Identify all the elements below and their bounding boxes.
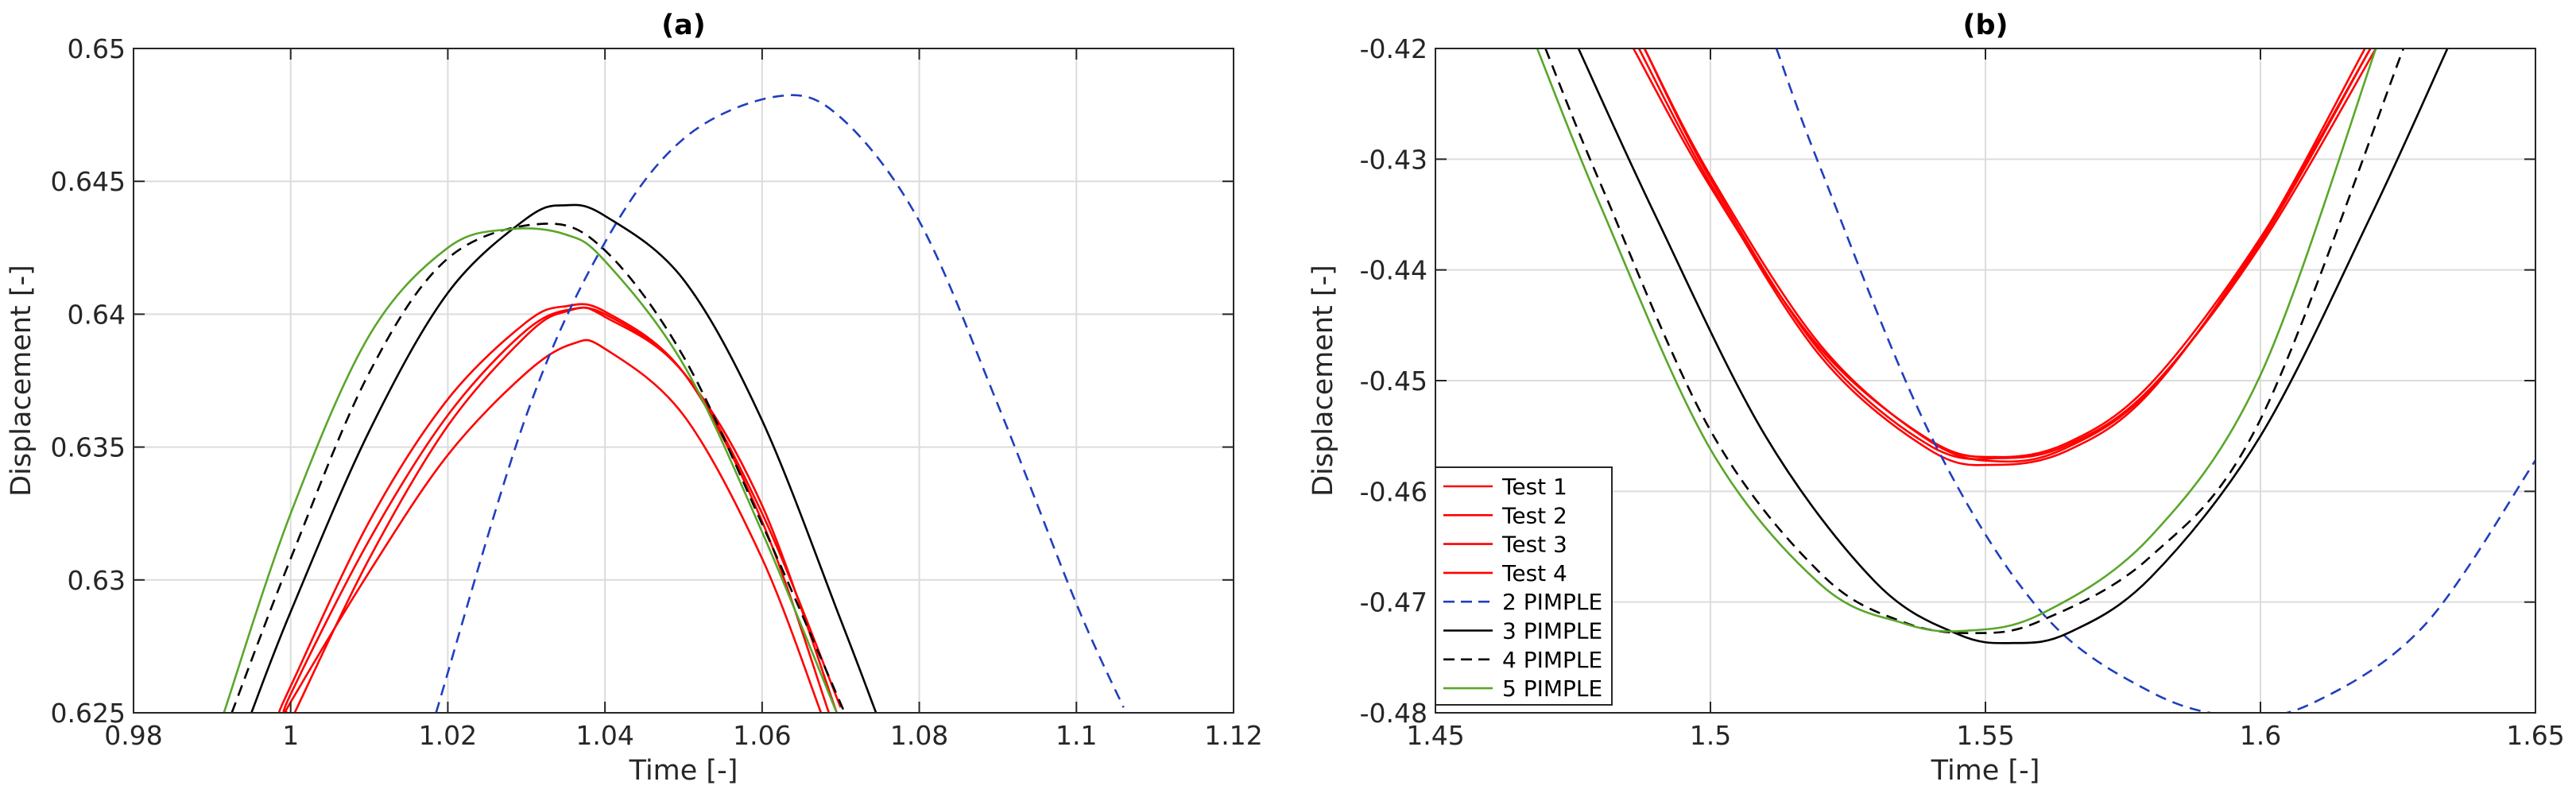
x-tick-label: 1.55 <box>1956 720 2014 751</box>
legend-label-2-pimple: 2 PIMPLE <box>1502 589 1602 615</box>
series-line-test-2 <box>1643 48 2372 463</box>
y-tick-label: -0.44 <box>1360 255 1427 286</box>
x-tick-label: 1.08 <box>890 720 948 751</box>
series-line-test-2 <box>293 306 839 713</box>
chart-title: (b) <box>1962 10 2008 41</box>
series-line-2-pimple <box>1775 48 2535 713</box>
x-tick-label: 1.5 <box>1690 720 1731 751</box>
series-group-b <box>1536 48 2535 713</box>
legend-label-test-3: Test 3 <box>1501 532 1567 558</box>
series-line-test-4 <box>283 339 823 713</box>
x-tick-label: 0.98 <box>104 720 162 751</box>
x-tick-label: 1.1 <box>1056 720 1097 751</box>
chart-title: (a) <box>661 10 706 41</box>
legend-label-4-pimple: 4 PIMPLE <box>1502 647 1602 673</box>
legend-label-test-1: Test 1 <box>1501 474 1567 500</box>
legend-label-test-2: Test 2 <box>1501 502 1567 528</box>
x-tick-label: 1.02 <box>419 720 477 751</box>
legend-label-test-4: Test 4 <box>1501 560 1567 586</box>
x-tick-label: 1.12 <box>1204 720 1262 751</box>
y-tick-label: 0.645 <box>51 166 126 197</box>
x-tick-label: 1.04 <box>575 720 633 751</box>
series-line-4-pimple <box>230 222 846 713</box>
legend-label-5-pimple: 5 PIMPLE <box>1502 675 1602 702</box>
y-tick-label: -0.43 <box>1360 144 1427 175</box>
y-tick-label: 0.635 <box>51 432 126 463</box>
x-axis-label: Time [-] <box>629 755 738 787</box>
legend-box <box>1435 466 1613 706</box>
y-tick-label: -0.45 <box>1360 366 1427 397</box>
y-tick-label: -0.47 <box>1360 587 1427 618</box>
series-line-3-pimple <box>1577 48 2449 644</box>
series-line-3-pimple <box>250 203 877 713</box>
x-tick-label: 1.6 <box>2240 720 2281 751</box>
series-line-test-1 <box>282 306 842 713</box>
x-tick-label: 1.45 <box>1406 720 1464 751</box>
series-line-test-3 <box>1637 48 2366 466</box>
x-tick-label: 1 <box>282 720 299 751</box>
chart-panel-a: 0.98 1 1.02 1.04 1.06 1.08 1.1 1.12 0.625 0.63 0.6… <box>6 10 1263 787</box>
y-tick-label: -0.42 <box>1360 33 1427 64</box>
y-tick-label: -0.48 <box>1360 698 1427 729</box>
x-tick-label: 1.06 <box>733 720 791 751</box>
series-line-test-4 <box>1643 48 2377 460</box>
y-axis-label: Displacement [-] <box>6 265 37 497</box>
plot-area-a <box>134 48 1234 713</box>
y-tick-label: 0.64 <box>68 299 126 330</box>
series-group-a <box>223 94 1125 713</box>
series-line-2-pimple <box>435 94 1125 713</box>
series-line-5-pimple <box>1536 48 2377 633</box>
y-tick-label: 0.63 <box>68 565 126 596</box>
legend-label-3-pimple: 3 PIMPLE <box>1502 618 1602 644</box>
y-tick-label: -0.46 <box>1360 476 1427 507</box>
axes-box-a <box>133 48 1234 714</box>
y-tick-label: 0.65 <box>68 33 126 64</box>
chart-panel-b: 1.45 1.5 1.55 1.6 1.65 -0.48 -0.47 -0.46 -0.45 -0… <box>1307 10 2565 787</box>
x-axis-label: Time [-] <box>1931 755 2040 787</box>
series-line-5-pimple <box>223 227 839 713</box>
y-tick-label: 0.625 <box>51 698 126 729</box>
y-axis-label: Displacement [-] <box>1307 265 1339 497</box>
x-tick-label: 1.65 <box>2506 720 2564 751</box>
series-line-test-3 <box>277 303 831 713</box>
